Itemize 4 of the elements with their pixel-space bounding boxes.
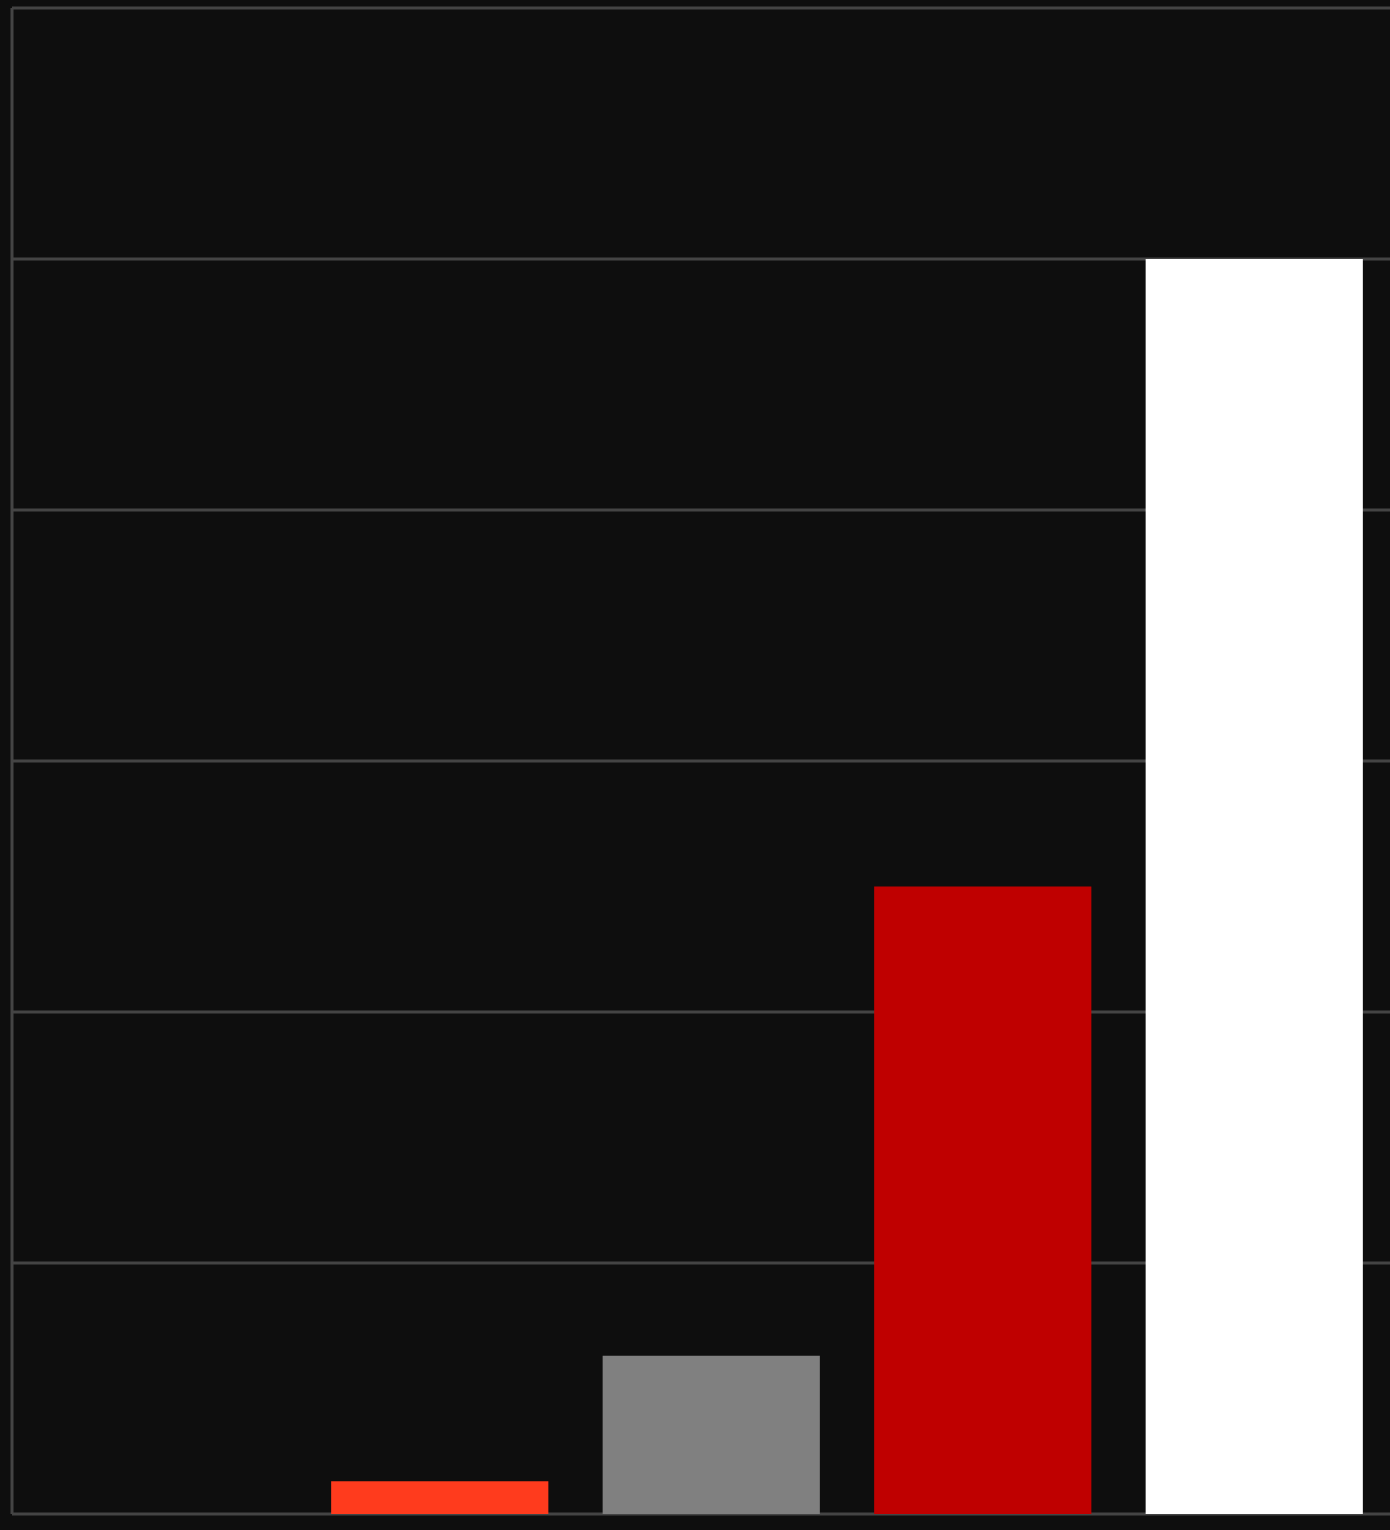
bar (874, 886, 1092, 1514)
bar (1145, 259, 1363, 1514)
bar (331, 1481, 549, 1514)
bar (602, 1355, 820, 1514)
